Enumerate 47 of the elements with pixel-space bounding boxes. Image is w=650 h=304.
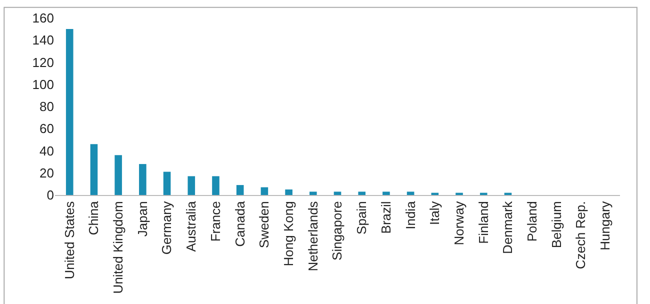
y-tick-label: 0 <box>46 188 54 203</box>
y-tick-label: 100 <box>32 76 54 92</box>
y-tick-label: 60 <box>40 121 54 136</box>
y-tick-label: 80 <box>40 99 54 114</box>
bar <box>114 155 122 195</box>
x-tick-label: Czech Rep. <box>573 201 588 270</box>
bar <box>188 176 196 195</box>
x-tick-label: Canada <box>232 200 248 247</box>
x-tick-label: Singapore <box>330 201 345 260</box>
x-tick-label: Denmark <box>500 200 516 254</box>
bar <box>163 172 171 195</box>
x-tick-label: China <box>86 200 102 236</box>
bar <box>212 176 220 195</box>
y-tick-label: 40 <box>40 143 54 158</box>
x-tick-label: Finland <box>476 201 491 244</box>
x-tick-label: United States <box>62 200 77 280</box>
bar <box>139 164 146 195</box>
y-tick-label: 120 <box>32 54 54 70</box>
x-tick-label: Japan <box>134 201 150 237</box>
x-tick-label: India <box>402 200 418 230</box>
x-tick-label: Poland <box>524 201 540 242</box>
bar <box>90 144 98 195</box>
x-tick-label: Italy <box>427 200 442 226</box>
x-tick-label: Sweden <box>256 201 272 248</box>
bar <box>236 185 244 195</box>
x-tick-label: Brazil <box>378 201 394 234</box>
x-tick-label: Belgium <box>548 201 564 248</box>
y-tick-label: 160 <box>32 10 54 26</box>
bar <box>406 192 414 195</box>
x-tick-label: Germany <box>159 200 174 255</box>
x-tick-label: Hungary <box>598 200 613 250</box>
bar <box>66 29 74 195</box>
bar <box>309 192 317 195</box>
x-tick-label: Australia <box>184 200 199 252</box>
bar <box>358 192 366 195</box>
x-tick-label: Hong Kong <box>281 201 296 266</box>
x-tick-label: Spain <box>354 201 370 234</box>
y-tick-label: 140 <box>32 32 54 48</box>
bar <box>334 192 342 195</box>
x-tick-label: France <box>208 201 223 242</box>
bar <box>260 187 268 195</box>
bar <box>382 192 390 195</box>
y-tick-label: 20 <box>40 165 54 180</box>
x-tick-label: Netherlands <box>305 200 320 272</box>
x-tick-label: United Kingdom <box>110 201 126 294</box>
x-tick-label: Norway <box>451 200 466 246</box>
bar <box>285 189 292 195</box>
